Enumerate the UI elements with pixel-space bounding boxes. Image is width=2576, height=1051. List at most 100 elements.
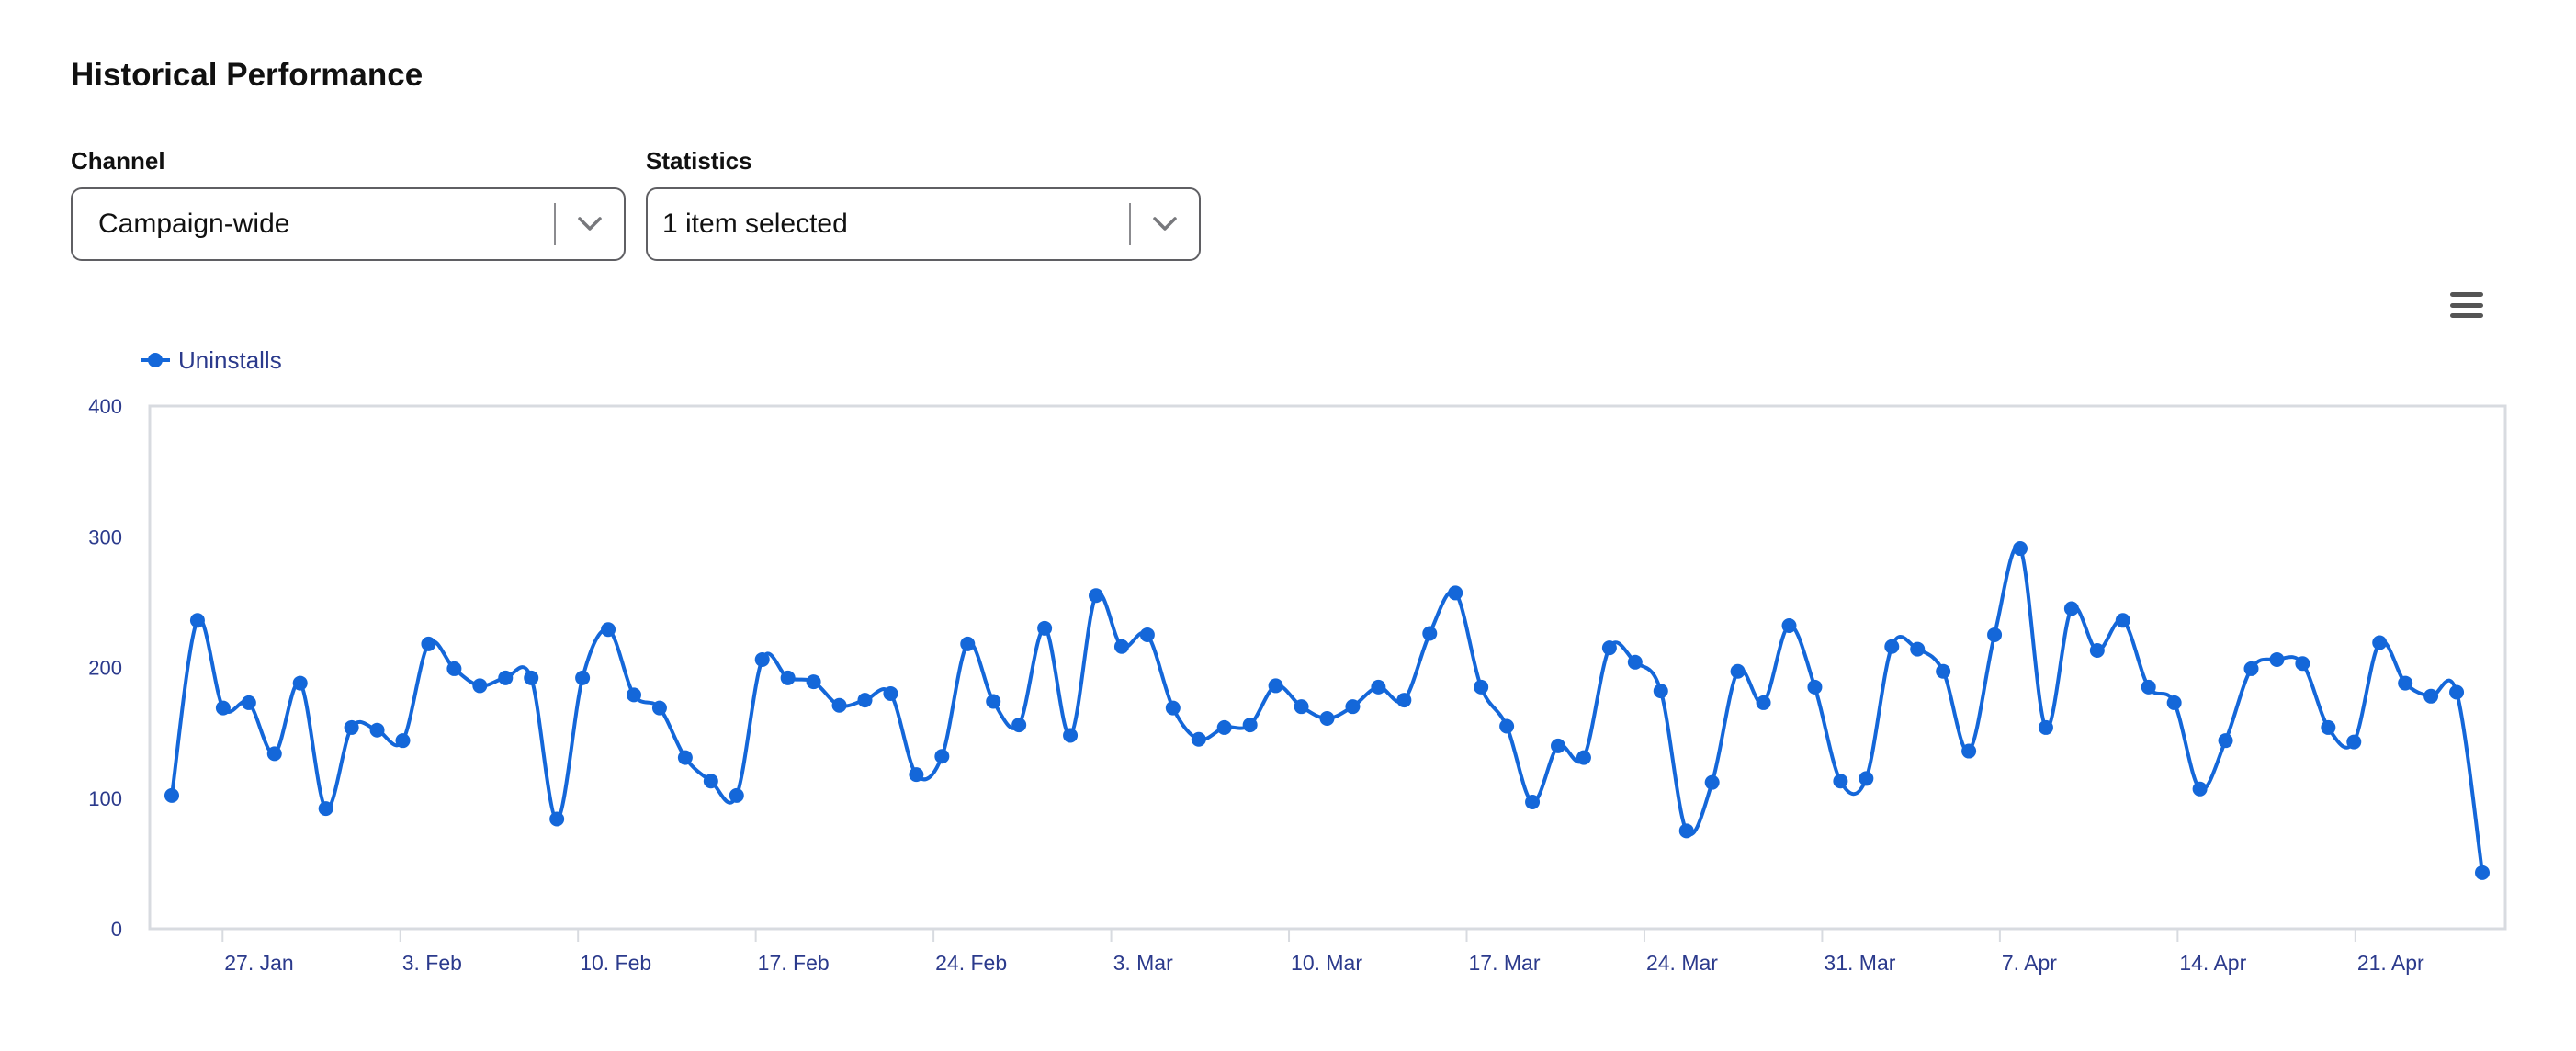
x-tick-label: 10. Mar (1291, 951, 1362, 975)
data-point (164, 787, 179, 803)
series-line-uninstalls (170, 544, 2484, 874)
data-point (1576, 750, 1591, 765)
data-point (1601, 640, 1617, 656)
data-point (1011, 718, 1027, 733)
x-tick-label: 17. Mar (1469, 951, 1541, 975)
y-tick-label: 100 (88, 787, 122, 810)
data-point (2038, 719, 2053, 735)
statistics-label: Statistics (646, 147, 752, 175)
data-point (627, 687, 641, 703)
hamburger-menu-icon[interactable] (2446, 287, 2488, 323)
data-point (703, 774, 718, 789)
data-point (780, 670, 796, 685)
x-tick-label: 3. Feb (402, 951, 462, 975)
data-point (549, 811, 565, 827)
x-tick-label: 31. Mar (1824, 951, 1895, 975)
data-point (1678, 823, 1694, 839)
data-point (2295, 656, 2310, 672)
data-point (960, 636, 976, 651)
data-point (2089, 643, 2105, 659)
data-point (934, 749, 950, 764)
data-point (2218, 733, 2233, 749)
page-title: Historical Performance (71, 57, 424, 93)
data-point (1063, 728, 1079, 743)
data-point (1910, 641, 1926, 657)
data-point (1627, 654, 1643, 670)
data-point (831, 697, 847, 713)
statistics-select[interactable]: 1 item selected (646, 187, 1201, 261)
x-tick-label: 24. Mar (1646, 951, 1718, 975)
channel-label: Channel (71, 147, 165, 175)
y-tick-label: 400 (88, 395, 122, 418)
channel-select[interactable]: Campaign-wide (71, 187, 626, 261)
data-point (1551, 738, 1565, 753)
x-tick-label: 10. Feb (580, 951, 651, 975)
data-point (986, 694, 1001, 709)
chevron-down-icon[interactable] (1131, 189, 1199, 259)
data-point (1525, 795, 1541, 810)
plot-frame (148, 404, 2507, 931)
data-point (1165, 700, 1181, 716)
data-point (1859, 771, 1874, 786)
data-point (1499, 718, 1515, 734)
data-point (1089, 588, 1103, 604)
data-point (1294, 699, 1309, 715)
data-point (318, 801, 333, 817)
data-point (2166, 695, 2182, 710)
data-point (1653, 684, 1668, 699)
x-tick-label: 17. Feb (758, 951, 830, 975)
data-point (395, 733, 411, 749)
data-point (1704, 774, 1720, 790)
data-point (2321, 719, 2336, 735)
data-point (1781, 617, 1797, 633)
data-point (601, 622, 616, 638)
data-point (1448, 585, 1463, 601)
data-point (1113, 639, 1129, 654)
data-point (292, 675, 308, 691)
data-point (189, 613, 205, 628)
x-tick-label: 3. Mar (1113, 951, 1174, 975)
data-point (369, 722, 385, 738)
data-point (1396, 693, 1412, 708)
data-point (909, 767, 924, 783)
data-point (2243, 661, 2259, 676)
select-separator (554, 203, 556, 245)
statistics-select-value: 1 item selected (662, 209, 848, 239)
data-point (575, 670, 591, 685)
data-point (651, 700, 667, 716)
data-point (241, 695, 256, 710)
data-point (1191, 731, 1206, 747)
data-point (2475, 865, 2490, 880)
data-point (344, 719, 359, 735)
data-point (215, 700, 231, 716)
data-point (2398, 675, 2413, 691)
data-point (472, 678, 488, 694)
legend-marker (148, 353, 163, 367)
data-point (524, 670, 539, 685)
data-point (1474, 679, 1489, 695)
x-tick-label: 7. Apr (2002, 951, 2057, 975)
data-point (677, 750, 693, 765)
statistics-filter: Statistics 1 item selected (646, 147, 1201, 261)
data-point (498, 670, 514, 685)
data-point (1371, 679, 1386, 695)
data-point (446, 661, 462, 676)
data-point (754, 651, 770, 667)
data-point (1807, 679, 1823, 695)
data-point (266, 746, 282, 762)
data-point (1756, 695, 1771, 710)
legend-entry-uninstalls: Uninstalls (178, 346, 282, 374)
chevron-down-icon[interactable] (556, 189, 624, 259)
x-tick-label: 27. Jan (224, 951, 293, 975)
data-point (2013, 541, 2028, 557)
y-tick-label: 0 (111, 918, 122, 941)
channel-select-value: Campaign-wide (98, 209, 290, 239)
y-tick-label: 300 (88, 526, 122, 548)
x-tick-label: 24. Feb (935, 951, 1007, 975)
data-point (1216, 719, 1232, 735)
data-point (2063, 601, 2079, 616)
data-point (806, 674, 821, 690)
data-point (2449, 684, 2465, 700)
channel-filter: Channel Campaign-wide (71, 147, 626, 261)
